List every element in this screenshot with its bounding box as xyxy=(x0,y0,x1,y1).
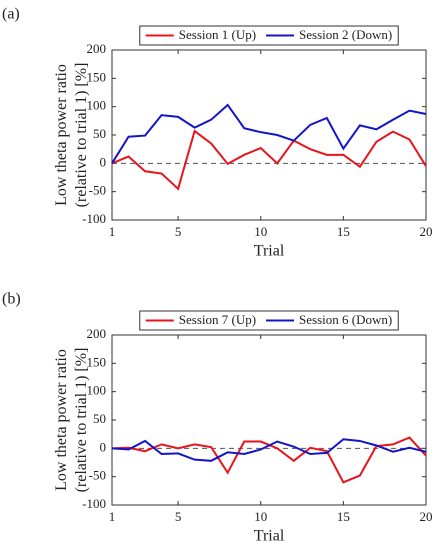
x-tick-label: 10 xyxy=(254,509,267,524)
y-tick-label: 0 xyxy=(100,439,107,454)
legend: Session 7 (Up) Session 6 (Down) xyxy=(139,310,399,331)
y-axis-label-line: (relative to trial 1) [%] xyxy=(73,63,90,208)
y-tick-label: 100 xyxy=(87,98,107,113)
x-tick-label: 15 xyxy=(337,509,350,524)
panel-label: (a) xyxy=(2,6,20,23)
y-tick-label: 50 xyxy=(93,126,106,141)
y-axis-label-line: Low theta power ratio xyxy=(53,64,70,206)
series-line xyxy=(111,438,427,462)
y-tick-label: 0 xyxy=(100,154,107,169)
y-axis-label-line: (relative to trial 1) [%] xyxy=(73,348,90,493)
legend-label: Session 1 (Up) xyxy=(179,27,256,42)
x-axis-label: Trial xyxy=(254,528,285,545)
legend: Session 1 (Up) Session 2 (Down) xyxy=(139,25,399,46)
plot-area xyxy=(111,49,427,221)
x-tick-label: 5 xyxy=(175,224,182,239)
y-tick-label: -50 xyxy=(89,468,106,483)
y-tick-label: -50 xyxy=(89,183,106,198)
y-tick-label: 200 xyxy=(87,326,107,341)
y-tick-label: 50 xyxy=(93,411,106,426)
y-axis-label-line: Low theta power ratio xyxy=(53,349,70,491)
y-tick-label: 200 xyxy=(87,41,107,56)
y-tick-label: 150 xyxy=(87,354,107,369)
x-tick-label: 20 xyxy=(420,509,433,524)
y-tick-label: -100 xyxy=(82,211,106,226)
series-line xyxy=(111,103,427,164)
y-tick-label: 100 xyxy=(87,383,107,398)
y-tick-label: -100 xyxy=(82,496,106,511)
x-tick-label: 20 xyxy=(420,224,433,239)
x-tick-label: 15 xyxy=(337,224,350,239)
x-tick-label: 5 xyxy=(175,509,182,524)
y-axis-label: Low theta power ratio (relative to trial … xyxy=(53,348,90,493)
legend-label: Session 7 (Up) xyxy=(179,312,256,327)
series-line xyxy=(111,129,427,191)
x-tick-label: 1 xyxy=(109,509,116,524)
plot-area xyxy=(111,334,427,506)
legend-label: Session 2 (Down) xyxy=(299,27,392,42)
legend-label: Session 6 (Down) xyxy=(299,312,392,327)
x-tick-label: 10 xyxy=(254,224,267,239)
y-axis-label: Low theta power ratio (relative to trial … xyxy=(53,63,90,208)
y-tick-label: 150 xyxy=(87,69,107,84)
x-axis-label: Trial xyxy=(254,243,285,260)
panel-label: (b) xyxy=(2,291,21,308)
x-tick-label: 1 xyxy=(109,224,116,239)
